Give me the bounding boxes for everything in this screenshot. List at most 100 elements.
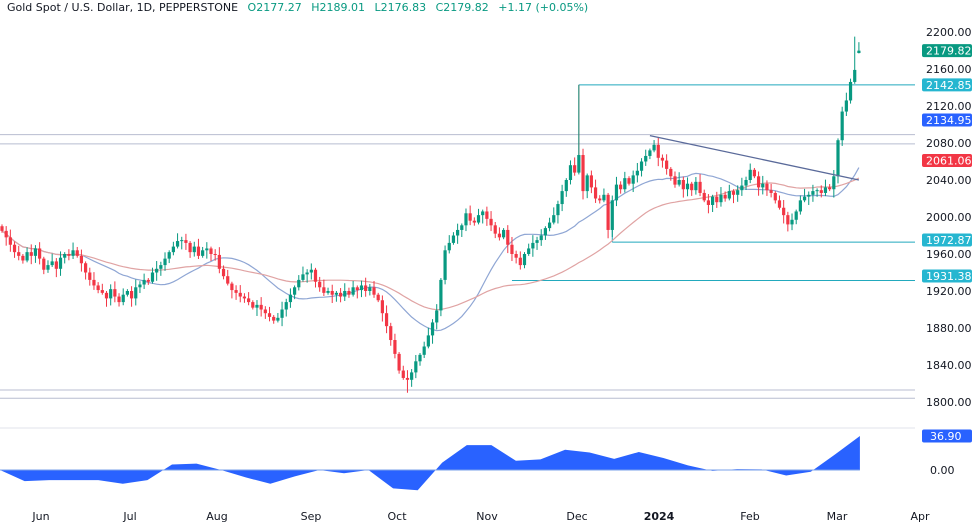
candle-body — [84, 263, 88, 273]
open-value: O2177.27 — [247, 1, 302, 14]
candle-body — [669, 168, 673, 177]
candle-body — [451, 235, 456, 243]
candle-body — [276, 317, 280, 321]
candle-body — [623, 178, 627, 190]
ma-fast-tag-bg — [922, 113, 972, 127]
candle-body — [75, 250, 79, 256]
candle-body — [656, 144, 660, 158]
candle-body — [272, 316, 276, 321]
candle-body — [690, 183, 694, 191]
candle-body — [125, 291, 129, 295]
low-value: L2176.83 — [374, 1, 427, 14]
candle-body — [456, 229, 460, 236]
candles — [0, 36, 861, 393]
candle-body — [510, 244, 514, 254]
last-price-tag: 2179.82 — [926, 45, 972, 58]
symbol-title[interactable]: Gold Spot / U.S. Dollar, 1D, PEPPERSTONE — [7, 1, 239, 14]
candle-body — [410, 372, 414, 380]
candle-body — [493, 225, 497, 234]
candle-body — [267, 313, 272, 317]
candle-body — [338, 292, 343, 297]
candle-body — [468, 213, 472, 221]
candle-body — [146, 279, 150, 282]
candle-body — [334, 292, 338, 295]
candle-body — [560, 191, 564, 205]
candle-body — [221, 268, 226, 277]
candle-body — [104, 292, 109, 299]
candle-body — [58, 257, 63, 269]
candle-body — [673, 176, 677, 185]
candle-body — [50, 261, 54, 266]
candle-body — [773, 192, 777, 201]
candle-body — [585, 175, 589, 192]
candle-body — [255, 304, 259, 308]
candle-body — [372, 287, 376, 295]
candle-body — [639, 161, 644, 171]
candle-body — [293, 287, 297, 295]
candle-body — [564, 180, 568, 192]
candle-body — [547, 222, 552, 229]
candle-body — [343, 291, 347, 297]
candle-body — [71, 250, 75, 256]
close-value: C2179.82 — [435, 1, 489, 14]
oscillator-pane: 0.00 — [0, 436, 955, 491]
trendline-group — [649, 134, 860, 181]
candle-body — [384, 313, 389, 327]
candle-body — [414, 361, 418, 373]
candle-body — [502, 229, 506, 238]
candle-body — [297, 279, 301, 288]
price-tick-label: 1960.00 — [926, 248, 972, 261]
candle-body — [109, 289, 113, 299]
candle-body — [167, 252, 171, 259]
candle-body — [117, 296, 121, 303]
price-tick-label: 1800.00 — [926, 396, 972, 409]
levels — [511, 84, 915, 281]
time-tick-label: Oct — [387, 510, 407, 523]
candle-body — [848, 81, 853, 101]
candle-body — [430, 322, 435, 336]
zones — [0, 134, 915, 399]
candle-body — [129, 291, 134, 299]
time-tick-label: Mar — [827, 510, 848, 523]
ma-slow-line — [1, 177, 860, 311]
candle-body — [782, 207, 786, 216]
candle-body — [761, 183, 765, 188]
price-tick-label: 1880.00 — [926, 322, 972, 335]
candle-body — [652, 144, 656, 151]
candle-body — [439, 279, 443, 311]
candle-body — [4, 230, 8, 238]
candle-body — [138, 284, 142, 288]
candle-body — [644, 155, 648, 162]
level-tag-bg — [922, 78, 972, 92]
candle-body — [514, 254, 518, 258]
candle-body — [815, 190, 819, 192]
candle-body — [819, 190, 823, 193]
candle-body — [0, 226, 4, 231]
candle-body — [665, 160, 669, 169]
candle-body — [401, 370, 405, 378]
price-tick-label: 2200.00 — [926, 26, 972, 39]
candle-body — [752, 169, 756, 177]
candle-body — [489, 218, 493, 226]
candle-body — [263, 309, 267, 314]
candle-body — [685, 183, 690, 190]
candle-body — [619, 184, 623, 190]
candle-body — [706, 200, 711, 205]
candle-body — [598, 198, 602, 201]
candle-body — [518, 257, 522, 266]
candle-body — [21, 255, 25, 261]
candle-body — [811, 191, 815, 195]
candle-body — [330, 291, 334, 295]
time-axis[interactable]: Jun Jul Aug Sep Oct Nov Dec 2024 Feb Mar Apr — [31, 510, 930, 523]
candle-body — [79, 255, 84, 264]
candle-body — [715, 196, 719, 203]
candle-body — [802, 196, 807, 201]
candle-body — [42, 258, 46, 270]
candle-body — [631, 175, 635, 184]
candle-body — [627, 178, 631, 184]
candle-body — [568, 165, 573, 180]
price-axis[interactable]: 2200.00 2160.00 2120.00 2080.00 2040.00 2000.… — [926, 26, 972, 409]
candle-body — [163, 258, 167, 266]
candle-body — [259, 304, 263, 310]
